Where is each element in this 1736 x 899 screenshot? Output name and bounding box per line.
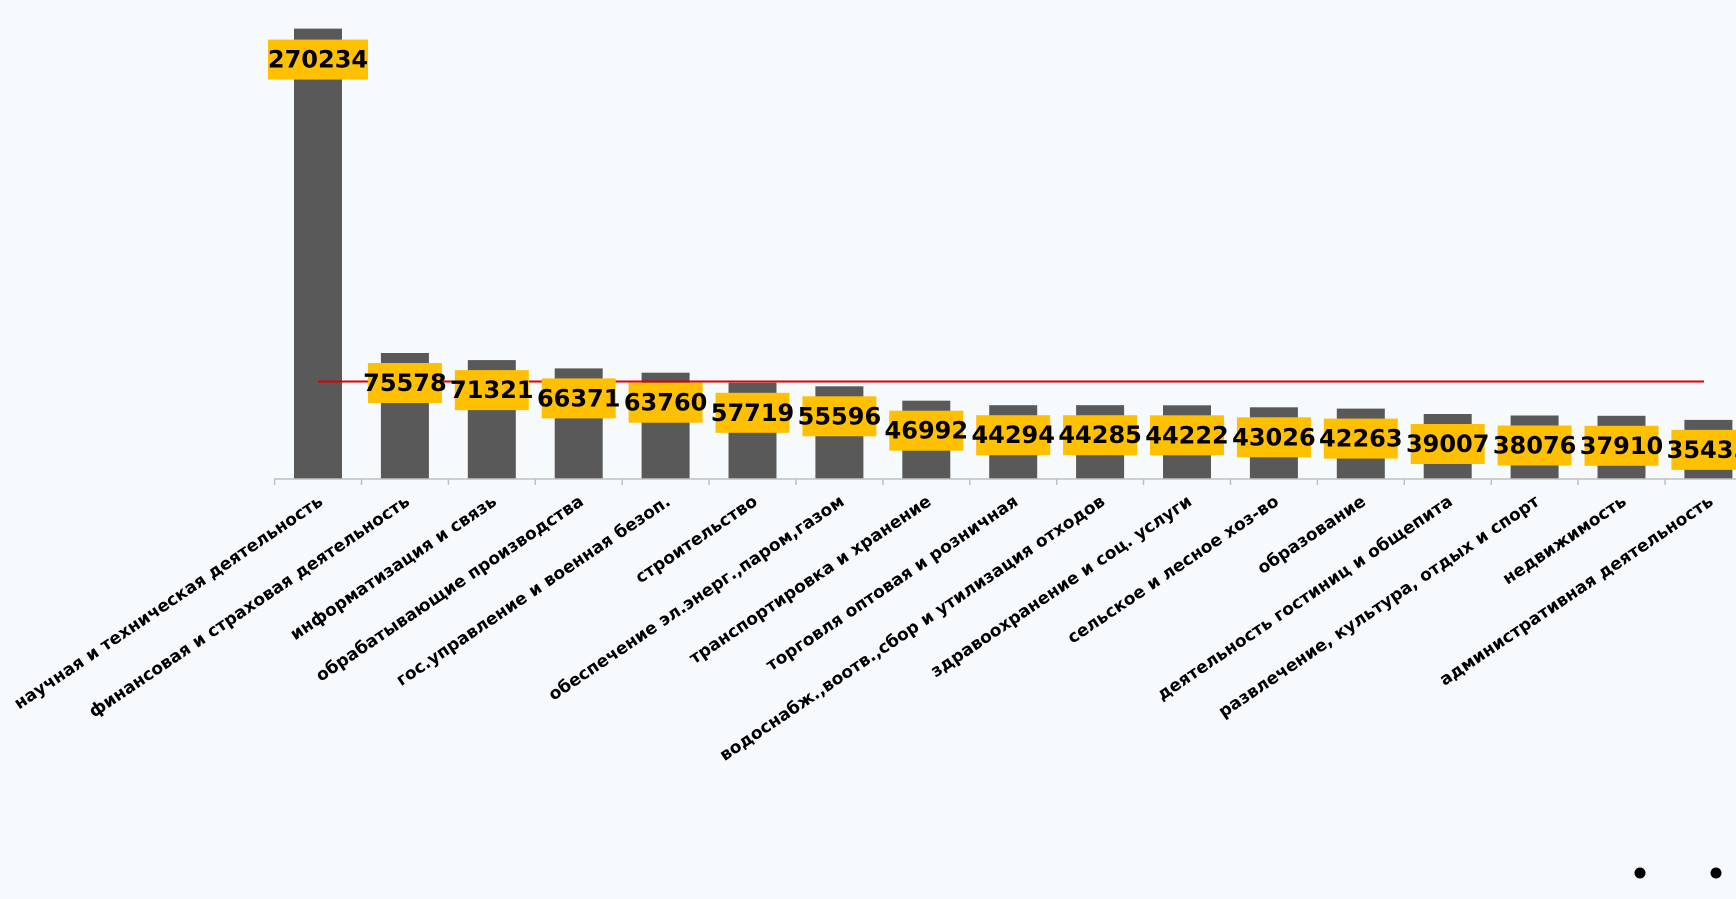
- data-label: 43026: [1232, 417, 1316, 458]
- data-label-text: 43026: [1232, 423, 1316, 451]
- data-label-box: [628, 382, 703, 423]
- data-label: 38076: [1493, 425, 1577, 466]
- data-label-box: [889, 410, 964, 451]
- data-label-box: [1410, 424, 1485, 464]
- bars-group: [294, 28, 1733, 479]
- data-label-text: 44285: [1058, 421, 1142, 449]
- data-label-box: [1671, 429, 1736, 470]
- data-label-text: 46992: [885, 417, 969, 445]
- x-axis: [273, 478, 1736, 485]
- data-label-text: 38076: [1493, 432, 1577, 460]
- data-label-box: [367, 363, 442, 403]
- data-label-box: [1584, 425, 1659, 466]
- data-label-text: 55596: [798, 402, 882, 430]
- data-label-text: 71321: [450, 376, 534, 404]
- category-label: развлечение, культура, отдых и спорт: [1215, 491, 1544, 722]
- category-label: финансовая и страховая деятельность: [85, 492, 413, 722]
- category-label: деятельность гостиниц и общепита: [1153, 492, 1456, 705]
- category-labels-group: научная и техническая деятельностьфинанс…: [11, 491, 1718, 765]
- data-label-box: [1236, 417, 1311, 458]
- data-label: 44294: [971, 415, 1055, 456]
- data-label-box: [1150, 415, 1224, 456]
- data-label: 44222: [1145, 415, 1229, 456]
- data-label-box: [1497, 425, 1572, 466]
- data-label: 46992: [885, 410, 969, 451]
- data-label-text: 44222: [1145, 421, 1229, 449]
- data-labels-group: 270234 75578 71321 66371 63760 57719 555964699…: [268, 39, 1736, 470]
- data-label-box: [454, 370, 529, 411]
- data-label-box: [802, 396, 877, 437]
- decor-dot: [1710, 867, 1722, 879]
- data-label-box: [268, 39, 368, 80]
- data-label: 44285: [1058, 415, 1142, 456]
- data-label: 75578: [363, 363, 447, 403]
- data-label: 35435: [1667, 429, 1736, 470]
- bar: [294, 28, 342, 479]
- data-label: 55596: [798, 396, 882, 437]
- category-label: научная и техническая деятельность: [11, 492, 327, 714]
- data-label-box: [976, 415, 1051, 456]
- data-label-box: [541, 378, 616, 419]
- data-label-text: 42263: [1319, 425, 1403, 453]
- data-label-text: 57719: [711, 399, 795, 427]
- data-label-text: 35435: [1667, 436, 1736, 464]
- data-label-text: 39007: [1406, 430, 1490, 458]
- decoration-group: [1634, 867, 1722, 879]
- data-label: 42263: [1319, 418, 1403, 459]
- data-label: 57719: [711, 392, 795, 433]
- data-label-text: 63760: [624, 389, 708, 417]
- category-label: обеспечение эл.энерг.,паром,газом: [545, 492, 848, 706]
- data-label-box: [1063, 415, 1138, 456]
- data-label-box: [1323, 418, 1398, 459]
- data-label-text: 270234: [268, 46, 368, 74]
- data-label-text: 66371: [537, 384, 621, 412]
- data-label: 37910: [1580, 425, 1664, 466]
- data-label: 270234: [268, 39, 368, 80]
- data-label-text: 37910: [1580, 432, 1664, 460]
- data-label: 39007: [1406, 424, 1490, 464]
- decor-dot: [1634, 867, 1646, 879]
- data-label: 63760: [624, 382, 708, 423]
- data-label-text: 44294: [971, 421, 1055, 449]
- data-label-text: 75578: [363, 369, 447, 397]
- data-label-box: [715, 392, 790, 433]
- data-label: 71321: [450, 370, 534, 411]
- data-label: 66371: [537, 378, 621, 419]
